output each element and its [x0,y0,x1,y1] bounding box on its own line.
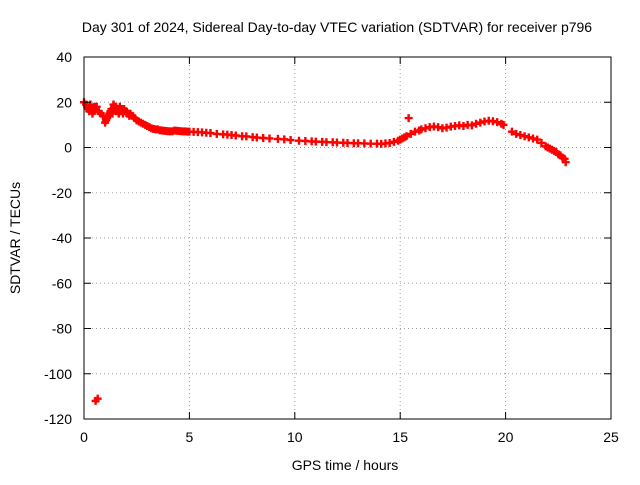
x-tick-label: 15 [392,429,408,445]
y-tick-label: 40 [56,49,72,65]
y-tick-label: -60 [52,275,72,291]
y-tick-label: -100 [44,366,72,382]
data-point [404,114,413,123]
y-tick-label: 0 [64,140,72,156]
y-tick-labels: 40 20 0 -20 -40 -60 -80 -100 -120 [44,49,72,427]
data-point [493,118,502,127]
data-point [92,102,101,111]
x-tick-label: 20 [498,429,514,445]
data-point [265,134,274,143]
data-point [467,121,476,130]
y-tick-label: -20 [52,185,72,201]
grid-layer [84,57,611,419]
x-tick-label: 0 [80,429,88,445]
data-point [507,127,516,136]
data-point [93,394,102,403]
data-point [537,138,546,147]
y-tick-label: -40 [52,230,72,246]
x-tick-labels: 0 5 10 15 20 25 [80,429,619,445]
y-axis-label: SDTVAR / TECUs [7,182,23,294]
ticks-layer [83,56,612,420]
data-point [286,136,295,145]
chart-title: Day 301 of 2024, Sidereal Day-to-day VTE… [82,19,592,35]
y-tick-label: -120 [44,411,72,427]
data-point [406,129,415,138]
y-tick-label: -80 [52,321,72,337]
data-point [561,158,570,167]
data-points [80,98,570,405]
data-point [402,132,411,141]
data-point [499,120,508,129]
x-tick-label: 25 [603,429,619,445]
x-tick-label: 10 [287,429,303,445]
data-point [533,135,542,144]
x-axis-label: GPS time / hours [292,457,399,473]
x-tick-label: 5 [186,429,194,445]
plot-frame [83,56,612,420]
y-tick-label: 20 [56,94,72,110]
